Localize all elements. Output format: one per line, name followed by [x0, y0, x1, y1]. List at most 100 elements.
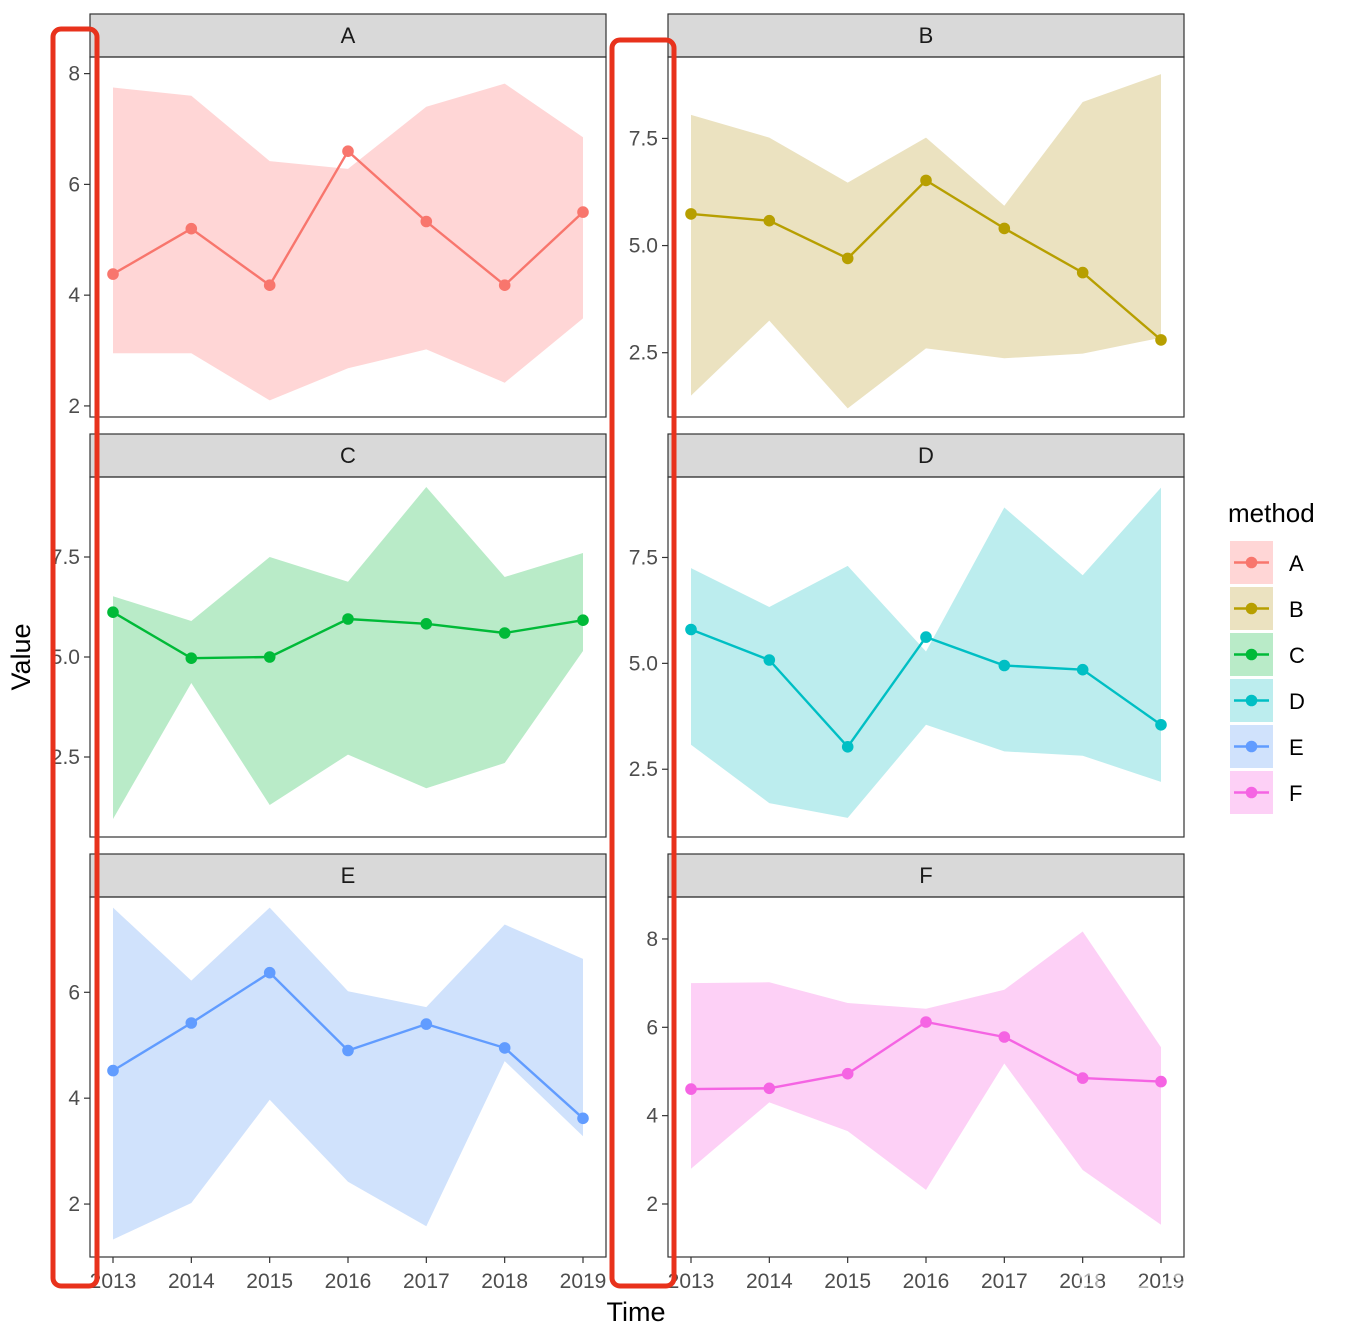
strip-d [667, 433, 1185, 478]
facet-c: C 2.5 5.0 7.5 [51, 433, 607, 838]
y-tick-label-e: 4 [68, 1087, 80, 1110]
strip-label-c: C [340, 443, 356, 468]
y-tick-label-f: 8 [646, 928, 658, 951]
ribbon-b [691, 74, 1161, 409]
y-tick-label-f: 4 [646, 1105, 658, 1128]
legend-key-point [1245, 740, 1258, 753]
data-point-f-2014 [763, 1082, 776, 1095]
data-point-d-2014 [763, 654, 776, 666]
legend-key-point [1245, 786, 1258, 799]
legend-label-a: A [1289, 551, 1304, 576]
legend-key-point [1245, 602, 1258, 615]
data-point-d-2013 [685, 623, 697, 636]
x-tick-label: 2018 [481, 1270, 528, 1293]
data-point-b-2018 [1076, 266, 1089, 279]
data-point-a-2019 [577, 206, 589, 218]
ribbon-f [691, 931, 1161, 1225]
y-tick-label-a: 6 [68, 173, 80, 196]
strip-label-e: E [341, 863, 356, 888]
legend-item-b: B [1230, 587, 1304, 630]
ribbon-a [113, 83, 583, 401]
facet-f: F 2 4 6 8 2013 2014 2015 2016 2017 2018 2019 [646, 853, 1185, 1293]
y-tick-label-c: 7.5 [51, 546, 80, 569]
data-point-f-2016 [920, 1016, 932, 1028]
data-point-b-2014 [763, 214, 776, 227]
legend-key-point [1245, 556, 1258, 569]
data-point-b-2016 [920, 174, 932, 187]
strip-label-f: F [919, 863, 932, 888]
y-tick-label-b: 5.0 [629, 235, 658, 258]
data-point-d-2016 [920, 631, 932, 643]
data-point-e-2018 [498, 1042, 511, 1054]
legend-label-e: E [1289, 735, 1304, 760]
legend-item-d: D [1230, 679, 1305, 722]
data-point-e-2013 [107, 1064, 119, 1077]
legend-label-b: B [1289, 597, 1304, 622]
data-point-c-2016 [342, 613, 354, 625]
facet-a: A 2 4 6 8 [68, 13, 607, 418]
x-tick-label: 2019 [560, 1270, 607, 1293]
x-tick-label: 2013 [90, 1270, 137, 1293]
data-point-c-2014 [185, 652, 198, 664]
x-tick-label: 2017 [981, 1270, 1028, 1293]
facets-layer: A 2 4 6 8 B 2.5 5.0 7.5 C 2.5 5.0 7.5 D 2.5 5.0 7.5 E 2 4 6 2… [51, 13, 1185, 1293]
data-point-c-2018 [498, 627, 511, 639]
data-point-c-2019 [577, 614, 589, 626]
x-tick-label: 2016 [325, 1270, 372, 1293]
highlight-box-middle [609, 37, 677, 1289]
data-point-f-2013 [685, 1083, 697, 1095]
y-tick-label-f: 6 [646, 1016, 658, 1039]
data-point-f-2018 [1076, 1072, 1089, 1084]
panel-border-a [89, 56, 607, 418]
data-point-a-2018 [498, 279, 511, 292]
x-tick-label: 2018 [1059, 1270, 1106, 1293]
data-point-a-2017 [420, 215, 433, 228]
y-tick-label-e: 6 [68, 981, 80, 1004]
ribbon-e [113, 907, 583, 1240]
legend-item-f: F [1230, 771, 1302, 814]
highlight-box-left [50, 26, 100, 1289]
ribbon-d [691, 487, 1161, 818]
data-point-b-2019 [1155, 334, 1167, 346]
x-axis-title: Time [607, 1297, 666, 1327]
y-tick-label-e: 2 [68, 1193, 80, 1216]
y-tick-label-c: 5.0 [51, 646, 80, 669]
x-tick-label: 2015 [824, 1270, 871, 1293]
data-point-e-2017 [420, 1018, 433, 1030]
y-tick-label-b: 2.5 [629, 342, 658, 365]
data-point-b-2013 [685, 208, 697, 220]
legend-item-c: C [1230, 633, 1305, 676]
data-point-c-2017 [420, 618, 433, 630]
x-tick-label: 2019 [1138, 1270, 1185, 1293]
data-point-a-2013 [107, 268, 119, 280]
legend-title: method [1228, 498, 1315, 528]
data-point-c-2013 [107, 606, 119, 618]
ribbon-c [113, 487, 583, 819]
y-tick-label-d: 7.5 [629, 546, 658, 569]
legend-label-c: C [1289, 643, 1305, 668]
data-point-d-2019 [1155, 719, 1167, 731]
data-point-e-2016 [342, 1044, 354, 1057]
data-point-d-2018 [1076, 663, 1089, 676]
strip-label-b: B [919, 23, 934, 48]
strip-b [667, 13, 1185, 58]
data-point-d-2017 [998, 659, 1011, 672]
panel-border-d [667, 476, 1185, 838]
data-point-e-2015 [263, 966, 276, 979]
panel-border-b [667, 56, 1185, 418]
legend-key-point [1245, 694, 1258, 707]
y-tick-label-a: 4 [68, 284, 80, 307]
strip-a [89, 13, 607, 58]
data-point-e-2019 [577, 1112, 589, 1125]
y-axis-title: Value [6, 623, 36, 690]
data-point-a-2014 [185, 222, 198, 235]
facet-e: E 2 4 6 2013 2014 2015 2016 2017 2018 2019 [68, 853, 607, 1293]
y-tick-label-a: 8 [68, 63, 80, 86]
facet-d: D 2.5 5.0 7.5 [629, 433, 1185, 838]
x-tick-label: 2014 [168, 1270, 215, 1293]
x-tick-label: 2014 [746, 1270, 793, 1293]
y-tick-label-d: 2.5 [629, 758, 658, 781]
y-tick-label-b: 7.5 [629, 127, 658, 150]
